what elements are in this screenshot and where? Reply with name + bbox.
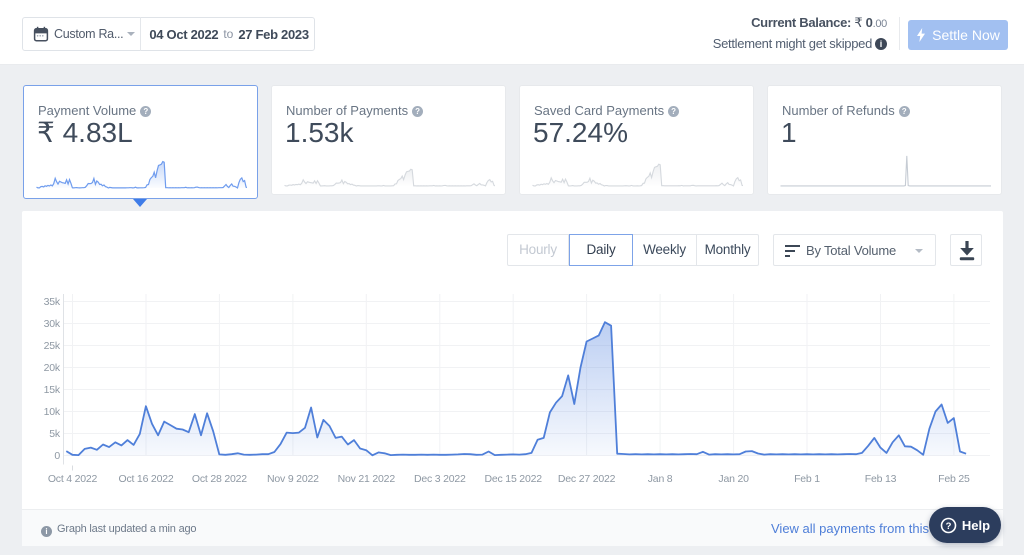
svg-text:Dec 3 2022: Dec 3 2022 <box>414 473 466 485</box>
svg-text:25k: 25k <box>44 340 61 352</box>
svg-text:Oct 16 2022: Oct 16 2022 <box>118 473 173 485</box>
svg-text:15k: 15k <box>44 384 61 396</box>
svg-text:Feb 1: Feb 1 <box>794 473 820 485</box>
svg-text:?: ? <box>946 521 952 532</box>
svg-text:20k: 20k <box>44 362 61 374</box>
svg-text:Oct 28 2022: Oct 28 2022 <box>192 473 247 485</box>
svg-text:Jan 20: Jan 20 <box>718 473 749 485</box>
svg-text:Nov 9 2022: Nov 9 2022 <box>267 473 319 485</box>
svg-text:5k: 5k <box>49 428 61 440</box>
svg-text:Oct 4 2022: Oct 4 2022 <box>48 473 98 485</box>
svg-text:Dec 15 2022: Dec 15 2022 <box>485 473 543 485</box>
svg-text:Nov 21 2022: Nov 21 2022 <box>338 473 396 485</box>
svg-text:10k: 10k <box>44 406 61 418</box>
svg-text:0: 0 <box>54 450 60 462</box>
svg-text:Feb 25: Feb 25 <box>938 473 970 485</box>
svg-text:Feb 13: Feb 13 <box>865 473 897 485</box>
svg-text:35k: 35k <box>44 296 61 308</box>
svg-text:Dec 27 2022: Dec 27 2022 <box>558 473 616 485</box>
svg-text:Jan 8: Jan 8 <box>648 473 673 485</box>
svg-text:30k: 30k <box>44 318 61 330</box>
